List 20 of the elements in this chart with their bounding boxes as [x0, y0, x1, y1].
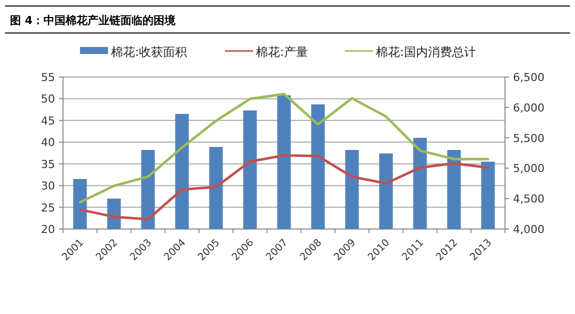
- y-tick-label: 30: [41, 180, 55, 193]
- y-tick-label: 20: [41, 223, 55, 236]
- chart-title: 图 4：中国棉花产业链面临的困境: [10, 14, 176, 27]
- y2-tick-label: 4,500: [513, 192, 544, 206]
- y-tick-label: 55: [41, 71, 55, 84]
- line-series: [78, 92, 490, 204]
- line-series: [78, 154, 490, 221]
- y2-tick-label: 5,500: [513, 132, 544, 145]
- y-tick-label: 25: [41, 201, 55, 214]
- legend-label: 棉花:收获面积: [111, 45, 188, 59]
- y-tick-label: 35: [41, 158, 55, 171]
- y2-tick-label: 6,000: [513, 101, 544, 114]
- y2-tick-label: 6,500: [513, 71, 544, 84]
- y-tick-label: 45: [41, 114, 55, 128]
- y-tick-label: 50: [41, 92, 55, 106]
- y2-tick-label: 4,000: [513, 223, 544, 236]
- legend-label: 棉花:产量: [256, 45, 308, 59]
- legend-label: 棉花:国内消费总计: [376, 45, 476, 59]
- y2-tick-label: 5,000: [513, 162, 544, 176]
- y-tick-label: 40: [41, 136, 55, 150]
